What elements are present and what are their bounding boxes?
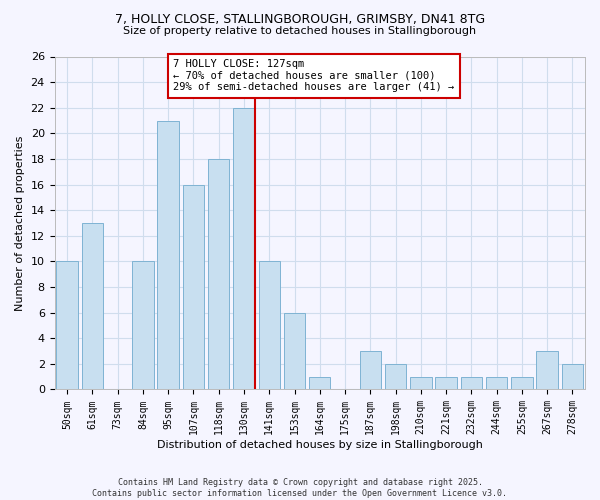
Bar [157, 120, 179, 390]
Text: 7, HOLLY CLOSE, STALLINGBOROUGH, GRIMSBY, DN41 8TG: 7, HOLLY CLOSE, STALLINGBOROUGH, GRIMSBY… [115, 12, 485, 26]
Bar [562, 364, 583, 390]
Bar [511, 376, 533, 390]
Bar [359, 351, 381, 390]
Text: Contains HM Land Registry data © Crown copyright and database right 2025.
Contai: Contains HM Land Registry data © Crown c… [92, 478, 508, 498]
Bar [385, 364, 406, 390]
Bar [536, 351, 558, 390]
Bar [233, 108, 255, 390]
Bar [259, 262, 280, 390]
Bar [486, 376, 508, 390]
Bar [208, 159, 229, 390]
Text: Size of property relative to detached houses in Stallingborough: Size of property relative to detached ho… [124, 26, 476, 36]
X-axis label: Distribution of detached houses by size in Stallingborough: Distribution of detached houses by size … [157, 440, 483, 450]
Bar [183, 184, 204, 390]
Bar [461, 376, 482, 390]
Y-axis label: Number of detached properties: Number of detached properties [15, 136, 25, 310]
Bar [410, 376, 431, 390]
Bar [309, 376, 331, 390]
Bar [436, 376, 457, 390]
Bar [284, 312, 305, 390]
Bar [56, 262, 78, 390]
Text: 7 HOLLY CLOSE: 127sqm
← 70% of detached houses are smaller (100)
29% of semi-det: 7 HOLLY CLOSE: 127sqm ← 70% of detached … [173, 59, 455, 92]
Bar [82, 223, 103, 390]
Bar [132, 262, 154, 390]
